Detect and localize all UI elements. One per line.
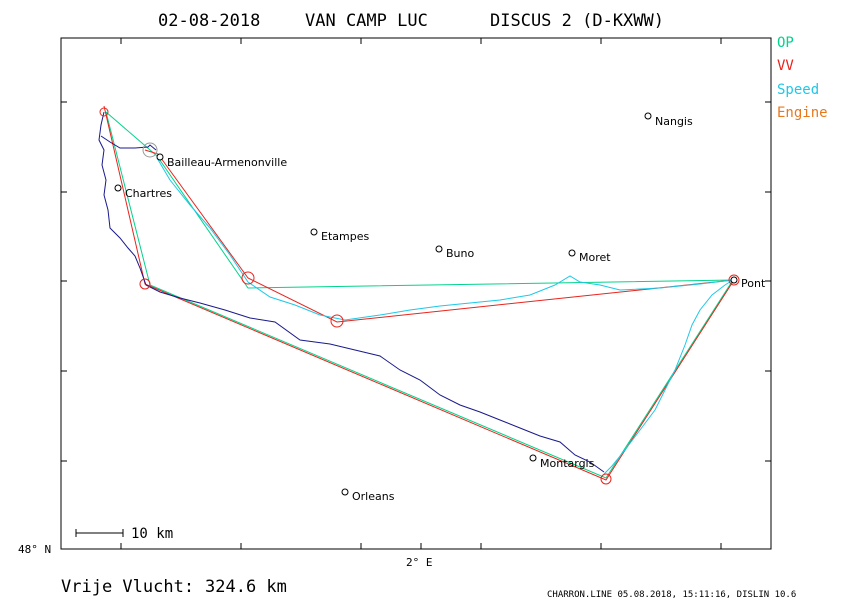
turnpoint-circle: [241, 271, 255, 285]
longitude-label: 2° E: [406, 556, 433, 569]
town-label: Orleans: [352, 490, 395, 503]
town-montargis: Montargis: [529, 454, 595, 470]
legend-op: OP: [777, 35, 794, 51]
town-label: Montargis: [540, 457, 595, 470]
footer-info: CHARRON.LINE 05.08.2018, 15:11:16, DISLI…: [547, 590, 796, 600]
map-frame: [60, 37, 772, 550]
vv-route-line: [103, 105, 735, 481]
legend-vv: VV: [777, 58, 794, 74]
legend-speed: Speed: [777, 82, 819, 98]
town-chartres: Chartres: [114, 184, 172, 200]
town-label: Bailleau-Armenonville: [167, 156, 287, 169]
title-date: 02-08-2018: [158, 11, 260, 31]
town-etampes: Etampes: [310, 228, 369, 243]
scale-bar: 10 km: [75, 526, 173, 542]
town-bailleau: Bailleau-Armenonville: [156, 153, 287, 169]
turnpoint-circle: [600, 473, 612, 485]
distance-label: Vrije Vlucht:: [61, 577, 194, 597]
frame-ticks: [61, 38, 771, 549]
title-glider: DISCUS 2 (D-KXWW): [490, 11, 664, 31]
town-nangis: Nangis: [644, 112, 693, 128]
title-pilot: VAN CAMP LUC: [305, 11, 428, 31]
turnpoint-circle: [99, 107, 109, 117]
latitude-label: 48° N: [18, 543, 51, 556]
town-buno: Buno: [435, 245, 474, 260]
flight-track-dark: [98, 111, 605, 473]
flight-track-north: [100, 135, 157, 151]
town-label: Buno: [446, 247, 474, 260]
town-label: Pont: [741, 277, 766, 290]
town-label: Chartres: [125, 187, 172, 200]
town-label: Nangis: [655, 115, 693, 128]
turnpoint-circle: [728, 274, 740, 286]
town-moret: Moret: [568, 249, 611, 264]
flight-track-speed: [156, 157, 734, 475]
town-orleans: Orleans: [341, 488, 395, 503]
legend-engine: Engine: [777, 105, 828, 121]
distance-value: 324.6 km: [205, 577, 287, 597]
scale-bar-label: 10 km: [131, 526, 173, 542]
town-pont: Pont: [730, 276, 766, 290]
town-label: Moret: [579, 251, 611, 264]
turnpoint-circle: [139, 278, 151, 290]
town-label: Etampes: [321, 230, 369, 243]
turnpoint-circle: [142, 142, 158, 158]
turnpoint-circle: [330, 314, 344, 328]
